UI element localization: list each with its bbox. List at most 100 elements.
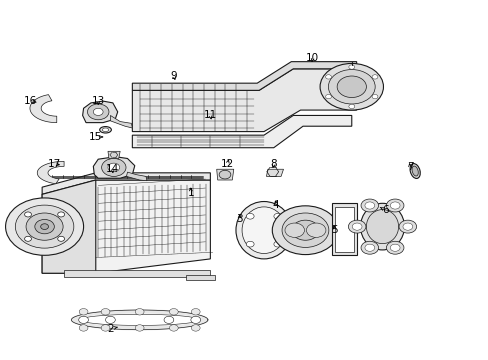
Circle shape [169, 309, 178, 315]
Circle shape [398, 220, 416, 233]
Text: 8: 8 [270, 159, 277, 169]
Circle shape [135, 325, 144, 331]
Polygon shape [331, 203, 356, 255]
Text: 4: 4 [272, 200, 279, 210]
Circle shape [273, 213, 281, 219]
Polygon shape [80, 314, 199, 325]
Polygon shape [93, 157, 135, 178]
Text: 15: 15 [89, 132, 102, 142]
Polygon shape [132, 62, 356, 90]
Text: 13: 13 [91, 96, 104, 106]
Text: 6: 6 [382, 206, 388, 216]
Text: 2: 2 [107, 324, 114, 334]
Circle shape [325, 75, 331, 79]
Ellipse shape [236, 202, 291, 259]
Text: 11: 11 [203, 111, 217, 121]
Polygon shape [37, 161, 64, 184]
Circle shape [364, 202, 374, 209]
Polygon shape [71, 310, 207, 330]
Polygon shape [64, 270, 210, 277]
Circle shape [371, 94, 377, 99]
Circle shape [35, 220, 54, 234]
Circle shape [328, 69, 374, 104]
Circle shape [93, 108, 103, 116]
Text: 1: 1 [187, 188, 194, 198]
Polygon shape [42, 180, 210, 273]
Circle shape [282, 213, 328, 247]
Circle shape [58, 236, 64, 241]
Circle shape [24, 212, 31, 217]
Polygon shape [82, 101, 118, 123]
Text: 3: 3 [236, 215, 243, 224]
Circle shape [246, 241, 254, 247]
Circle shape [105, 316, 115, 323]
Circle shape [291, 220, 319, 240]
Circle shape [348, 65, 354, 69]
Text: 5: 5 [331, 225, 337, 235]
Circle shape [336, 76, 366, 98]
Circle shape [364, 244, 374, 251]
Polygon shape [30, 95, 57, 123]
Polygon shape [126, 172, 147, 181]
Circle shape [58, 212, 64, 217]
Circle shape [26, 213, 63, 240]
Polygon shape [185, 275, 215, 280]
Circle shape [347, 220, 365, 233]
Polygon shape [110, 116, 132, 128]
Circle shape [306, 223, 325, 237]
Text: 14: 14 [106, 164, 119, 174]
Ellipse shape [411, 166, 417, 176]
Text: 12: 12 [221, 159, 234, 169]
Circle shape [163, 316, 173, 323]
Circle shape [348, 104, 354, 109]
Circle shape [402, 223, 412, 230]
Ellipse shape [366, 210, 398, 244]
Circle shape [108, 163, 120, 172]
Circle shape [360, 241, 378, 254]
Circle shape [389, 202, 399, 209]
Polygon shape [216, 169, 233, 180]
Circle shape [41, 224, 48, 229]
Ellipse shape [242, 207, 285, 253]
Polygon shape [42, 173, 210, 194]
Circle shape [79, 325, 88, 331]
Circle shape [386, 199, 403, 212]
Circle shape [191, 325, 200, 331]
Circle shape [101, 309, 110, 315]
Polygon shape [132, 116, 351, 148]
Circle shape [24, 236, 31, 241]
Polygon shape [266, 169, 283, 176]
Ellipse shape [409, 163, 419, 179]
Circle shape [371, 75, 377, 79]
Circle shape [389, 244, 399, 251]
Circle shape [87, 104, 109, 120]
Circle shape [5, 198, 83, 255]
Text: 16: 16 [23, 96, 37, 106]
Circle shape [351, 223, 361, 230]
Text: 17: 17 [48, 159, 61, 169]
Circle shape [102, 158, 126, 176]
Circle shape [219, 170, 230, 179]
Circle shape [191, 309, 200, 315]
Circle shape [325, 94, 331, 99]
Circle shape [169, 325, 178, 331]
Polygon shape [42, 180, 96, 273]
Ellipse shape [100, 127, 111, 133]
Text: 10: 10 [305, 53, 319, 63]
Circle shape [273, 241, 281, 247]
Text: 7: 7 [406, 162, 413, 172]
Ellipse shape [102, 128, 108, 132]
Circle shape [79, 316, 88, 323]
Circle shape [101, 325, 110, 331]
Circle shape [190, 316, 200, 323]
Circle shape [246, 213, 254, 219]
Polygon shape [334, 207, 353, 252]
Circle shape [79, 309, 88, 315]
Circle shape [285, 223, 304, 237]
Circle shape [360, 199, 378, 212]
Circle shape [15, 205, 74, 248]
Text: 9: 9 [170, 71, 177, 81]
Polygon shape [132, 69, 356, 132]
Circle shape [135, 309, 144, 315]
Ellipse shape [360, 203, 404, 250]
